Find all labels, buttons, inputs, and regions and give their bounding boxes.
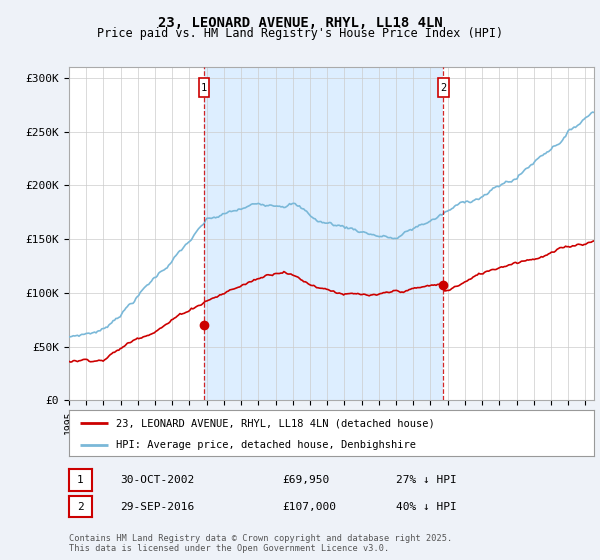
Text: 30-OCT-2002: 30-OCT-2002 — [120, 475, 194, 485]
Text: HPI: Average price, detached house, Denbighshire: HPI: Average price, detached house, Denb… — [116, 440, 416, 450]
Text: 2: 2 — [440, 83, 446, 92]
Text: Price paid vs. HM Land Registry's House Price Index (HPI): Price paid vs. HM Land Registry's House … — [97, 27, 503, 40]
Text: 2: 2 — [77, 502, 84, 512]
Text: 1: 1 — [77, 475, 84, 485]
Text: 29-SEP-2016: 29-SEP-2016 — [120, 502, 194, 512]
Text: 23, LEONARD AVENUE, RHYL, LL18 4LN (detached house): 23, LEONARD AVENUE, RHYL, LL18 4LN (deta… — [116, 418, 435, 428]
Text: 27% ↓ HPI: 27% ↓ HPI — [396, 475, 457, 485]
Bar — [438, 78, 449, 97]
Bar — [204, 67, 443, 400]
Text: 40% ↓ HPI: 40% ↓ HPI — [396, 502, 457, 512]
Text: £69,950: £69,950 — [282, 475, 329, 485]
Bar — [199, 78, 209, 97]
Text: 1: 1 — [200, 83, 207, 92]
Text: £107,000: £107,000 — [282, 502, 336, 512]
Text: Contains HM Land Registry data © Crown copyright and database right 2025.
This d: Contains HM Land Registry data © Crown c… — [69, 534, 452, 553]
Text: 23, LEONARD AVENUE, RHYL, LL18 4LN: 23, LEONARD AVENUE, RHYL, LL18 4LN — [158, 16, 442, 30]
